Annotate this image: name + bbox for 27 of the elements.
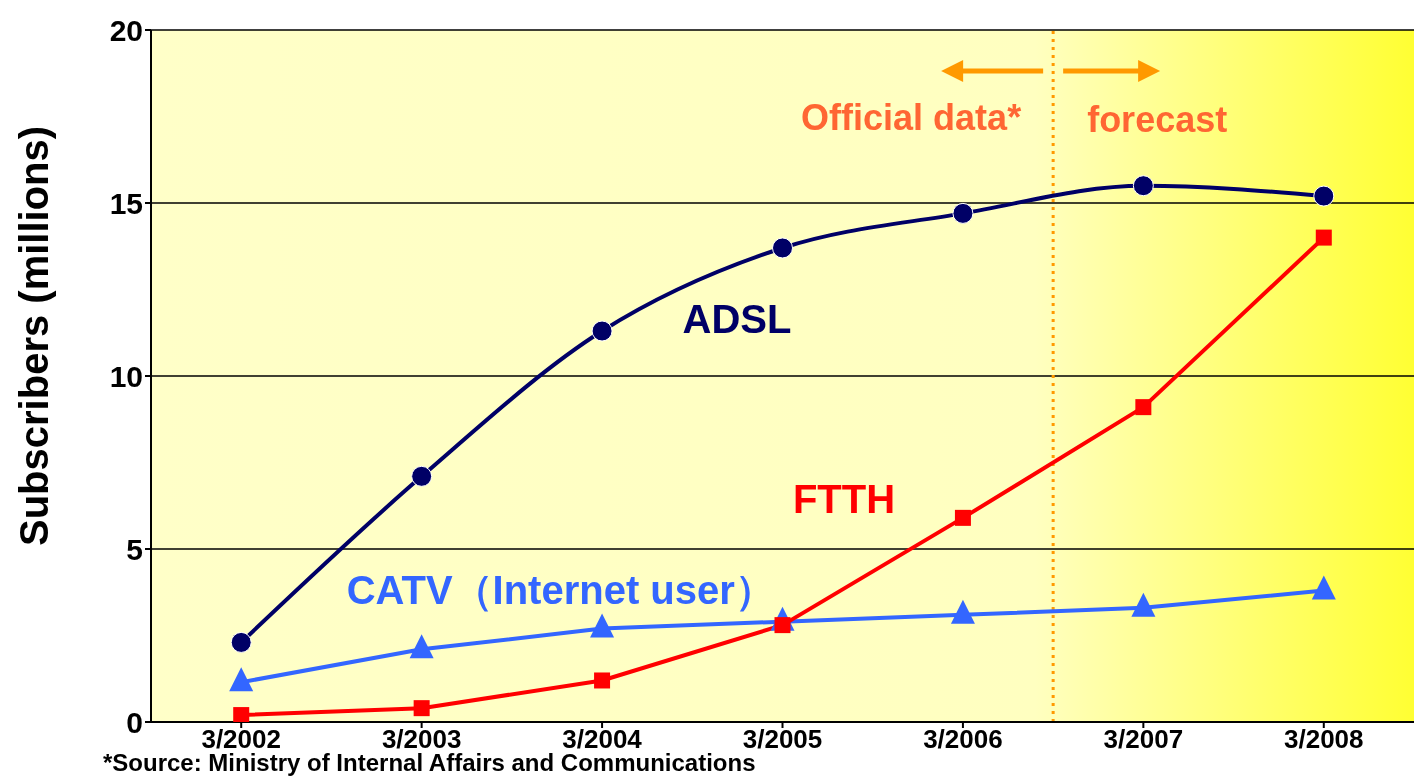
annotation: Official data* — [801, 97, 1022, 138]
series-label: CATV（Internet user） — [346, 568, 775, 613]
point — [954, 509, 971, 526]
point — [413, 700, 430, 717]
y-axis-title: Subscribers (millions) — [12, 125, 57, 546]
point — [1132, 175, 1154, 197]
y-tick-label: 20 — [109, 13, 143, 47]
point — [952, 202, 974, 224]
point — [1315, 229, 1332, 246]
annotation: forecast — [1087, 99, 1228, 140]
point — [411, 465, 433, 487]
point — [1135, 399, 1152, 416]
y-tick-label: 10 — [109, 359, 143, 393]
series-label: FTTH — [792, 476, 896, 521]
y-tick-label: 0 — [126, 705, 143, 739]
point — [1313, 185, 1335, 207]
point — [591, 320, 613, 342]
point — [594, 672, 611, 689]
x-tick-label: 3/2007 — [1103, 724, 1184, 755]
y-tick-label: 5 — [126, 532, 143, 566]
x-tick-label: 3/2008 — [1284, 724, 1364, 755]
series-label: ADSL — [682, 296, 792, 341]
y-tick-label: 15 — [109, 186, 143, 220]
point — [230, 631, 252, 653]
point — [772, 237, 793, 259]
point — [233, 707, 250, 722]
x-tick-label: 3/2006 — [923, 724, 1003, 755]
